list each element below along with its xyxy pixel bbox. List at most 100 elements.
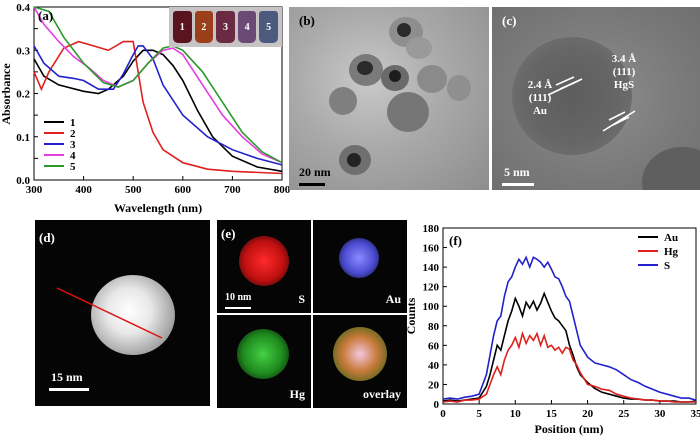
vial-label: 5 xyxy=(266,21,272,33)
lattice-fringe-markers xyxy=(547,76,636,132)
vial-label: 1 xyxy=(179,21,185,33)
scale-bar xyxy=(49,388,89,391)
nanoparticle-core xyxy=(389,70,401,82)
nanoparticle xyxy=(417,65,447,93)
y-tick-label: 0.3 xyxy=(16,45,30,57)
legend-label: 5 xyxy=(70,161,76,173)
chart-f-xlabel: Position (nm) xyxy=(535,422,604,436)
vial-5: 5 xyxy=(259,11,278,43)
vial-1: 1 xyxy=(173,11,192,43)
y-tick-label: 120 xyxy=(423,282,440,294)
legend-label: 2 xyxy=(70,128,76,140)
legend-label: S xyxy=(664,260,670,272)
hrtem-image-panel: (c) 2.4 Å (111) Au 3.4 Å (111) HgS 5 nm xyxy=(492,7,700,190)
chart-a-panel-label: (a) xyxy=(38,8,53,23)
vial-label: 3 xyxy=(222,21,228,33)
hg-signal xyxy=(237,329,289,379)
x-tick-label: 30 xyxy=(654,408,666,420)
scale-bar-label: 15 nm xyxy=(51,370,83,384)
series-line-hg xyxy=(442,330,696,403)
legend-label: 1 xyxy=(70,117,76,129)
y-tick-label: 20 xyxy=(428,379,440,391)
hgs-annotation: 3.4 Å (111) HgS xyxy=(611,53,637,91)
x-tick-label: 400 xyxy=(75,184,92,196)
map-label-s: S xyxy=(298,292,305,306)
nanoparticle xyxy=(406,37,432,59)
tem-image-panel: (b) 20 nm xyxy=(289,7,489,190)
series-line-s xyxy=(442,255,697,401)
nanoparticle-core xyxy=(357,61,373,75)
x-tick-label: 35 xyxy=(691,408,700,420)
x-tick-label: 15 xyxy=(546,408,558,420)
vials-inset: 1 2 3 4 5 xyxy=(169,7,282,47)
scale-bar-label: 5 nm xyxy=(504,165,530,179)
y-tick-label: 180 xyxy=(423,223,440,235)
y-tick-label: 80 xyxy=(428,321,440,333)
vial-3: 3 xyxy=(216,11,235,43)
y-tick-label: 0.0 xyxy=(16,175,30,187)
line-scan-chart: 0 5 10 15 20 25 30 35 0 20 40 60 80 100 120 140 160 180 A… xyxy=(405,223,700,436)
series-line-5 xyxy=(33,6,283,164)
panel-d-label: (d) xyxy=(39,230,55,245)
legend-label: 3 xyxy=(70,139,76,151)
legend-label: Hg xyxy=(664,246,679,258)
scale-bar xyxy=(225,307,251,309)
y-tick-label: 0.1 xyxy=(16,132,30,144)
map-label-au: Au xyxy=(385,292,401,306)
x-tick-label: 5 xyxy=(476,408,482,420)
y-tick-label: 160 xyxy=(423,243,440,255)
vial-label: 2 xyxy=(201,21,207,33)
x-tick-label: 500 xyxy=(125,184,142,196)
y-tick-label: 140 xyxy=(423,262,440,274)
y-tick-label: 0.2 xyxy=(16,89,30,101)
series-line-1 xyxy=(33,49,283,173)
legend-label: 4 xyxy=(70,150,76,162)
map-label-hg: Hg xyxy=(289,387,305,401)
vial-label: 4 xyxy=(244,21,250,33)
eds-map-overlay: overlay xyxy=(313,315,407,408)
x-tick-label: 20 xyxy=(582,408,594,420)
vial-2: 2 xyxy=(194,11,214,43)
panel-e-label: (e) xyxy=(221,226,236,241)
y-tick-label: 100 xyxy=(423,301,440,313)
map-label-overlay: overlay xyxy=(363,387,401,401)
panel-c-label: (c) xyxy=(502,13,517,28)
au-signal xyxy=(339,238,379,278)
scale-bar-label: 20 nm xyxy=(299,165,331,179)
legend-label: Au xyxy=(664,232,678,244)
vial-4: 4 xyxy=(237,11,257,43)
x-tick-label: 25 xyxy=(618,408,630,420)
x-tick-label: 700 xyxy=(224,184,241,196)
nanoparticle-core xyxy=(397,23,411,37)
y-tick-label: 0 xyxy=(434,399,440,411)
series-line-3 xyxy=(33,45,283,166)
x-tick-label: 300 xyxy=(26,184,43,196)
line-scan-path xyxy=(56,287,163,339)
eds-map-s: (e) 10 nm S xyxy=(217,220,311,313)
chart-a-xlabel: Wavelength (nm) xyxy=(114,201,202,215)
y-tick-label: 0.4 xyxy=(16,2,30,14)
eds-map-au: Au xyxy=(313,220,407,313)
x-tick-label: 0 xyxy=(440,408,446,420)
y-tick-label: 40 xyxy=(428,360,440,372)
series-line-au xyxy=(442,291,697,403)
nanoparticle-core xyxy=(347,153,361,167)
scale-bar xyxy=(299,183,325,186)
eds-maps-panel: (e) 10 nm S Au Hg overlay xyxy=(217,220,407,408)
nanoparticle-bright xyxy=(91,275,175,355)
au-hgs-particle xyxy=(512,37,632,155)
x-tick-label: 600 xyxy=(175,184,192,196)
au-annotation: 2.4 Å (111) Au xyxy=(527,79,553,117)
haadf-stem-panel: (d) 15 nm xyxy=(35,220,210,406)
scale-bar xyxy=(502,183,534,186)
nanoparticle xyxy=(387,92,429,132)
panel-b-label: (b) xyxy=(299,13,315,28)
s-signal xyxy=(239,236,289,286)
nanoparticle xyxy=(329,87,357,115)
nanoparticle xyxy=(447,75,471,101)
x-tick-label: 10 xyxy=(510,408,522,420)
overlay-signal xyxy=(333,327,387,381)
chart-f-panel-label: (f) xyxy=(449,233,462,248)
x-tick-label: 800 xyxy=(274,184,290,196)
